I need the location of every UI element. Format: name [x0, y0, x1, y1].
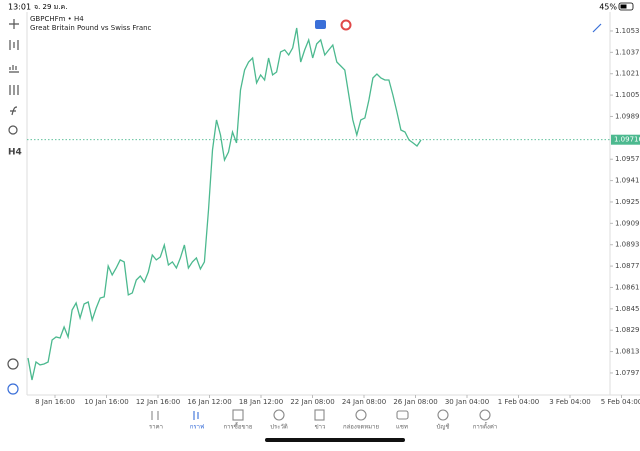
- timeframe[interactable]: H4: [8, 148, 22, 158]
- nav-icon[interactable]: [232, 409, 244, 421]
- nav-icon[interactable]: [314, 409, 325, 421]
- nav-icon[interactable]: [193, 411, 199, 420]
- nav-label[interactable]: แชท: [396, 424, 408, 431]
- price-label: 1.08130: [615, 348, 640, 356]
- current-price-label: 1.09716: [614, 136, 640, 144]
- crosshair-tool[interactable]: [9, 19, 19, 29]
- battery-icon: [618, 2, 634, 11]
- battery-level: [620, 4, 627, 9]
- currency-icon[interactable]: [340, 19, 352, 31]
- nav-icon[interactable]: [273, 409, 285, 421]
- nav-label[interactable]: บัญชี: [437, 423, 450, 431]
- time-label: 5 Feb 04:00: [601, 398, 640, 406]
- time-label: 24 Jan 08:00: [342, 398, 386, 406]
- price-label: 1.08450: [615, 305, 640, 313]
- price-label: 1.08770: [615, 262, 640, 270]
- time-label: 12 Jan 16:00: [136, 398, 180, 406]
- bottom-nav-icons: [151, 409, 491, 421]
- nav-label[interactable]: การตั้งค่า: [473, 421, 497, 431]
- nav-icon[interactable]: [355, 409, 367, 421]
- price-label: 1.09890: [615, 112, 640, 120]
- chart-description: Great Britain Pound vs Swiss Franc: [30, 24, 152, 32]
- time-label: 8 Jan 16:00: [35, 398, 75, 406]
- draw-tool-icon[interactable]: [592, 23, 602, 33]
- candle-tool[interactable]: [9, 40, 19, 50]
- time-label: 10 Jan 16:00: [84, 398, 128, 406]
- status-time: 13:01: [8, 3, 31, 12]
- chart-symbol: GBPCHFm • H4: [30, 15, 84, 23]
- battery-text: 45%: [599, 3, 617, 12]
- left-toolbar: [7, 19, 19, 395]
- price-label: 1.10210: [615, 70, 640, 78]
- indicator-tool[interactable]: [9, 65, 19, 73]
- current-price-box: [611, 134, 640, 145]
- nav-icon[interactable]: [151, 411, 159, 420]
- status-date: จ. 29 ม.ค.: [34, 3, 67, 11]
- flag-icon[interactable]: [315, 20, 326, 29]
- time-label: 1 Feb 04:00: [498, 398, 539, 406]
- price-label: 1.09570: [615, 155, 640, 163]
- nav-label[interactable]: ประวัติ: [270, 424, 288, 431]
- price-label: 1.08610: [615, 283, 640, 291]
- nav-icon[interactable]: [396, 410, 409, 420]
- price-label: 1.08930: [615, 241, 640, 249]
- nav-label[interactable]: ราคา: [149, 424, 163, 431]
- function-tool[interactable]: [10, 106, 18, 116]
- time-label: 3 Feb 04:00: [549, 398, 590, 406]
- price-label: 1.10530: [615, 27, 640, 35]
- nav-icon[interactable]: [437, 409, 449, 421]
- nav-label[interactable]: ข่าว: [315, 424, 326, 431]
- home-indicator: [265, 438, 405, 442]
- price-label: 1.10050: [615, 91, 640, 99]
- price-label: 1.10370: [615, 48, 640, 56]
- price-label: 1.09090: [615, 219, 640, 227]
- history-tool[interactable]: [7, 358, 19, 370]
- time-label: 18 Jan 12:00: [239, 398, 283, 406]
- time-label: 16 Jan 12:00: [187, 398, 231, 406]
- time-label: 26 Jan 08:00: [393, 398, 437, 406]
- objects-tool[interactable]: [8, 125, 18, 135]
- trade-tool[interactable]: [7, 383, 19, 395]
- nav-label[interactable]: กล่องจดหมาย: [343, 424, 379, 431]
- nav-label[interactable]: การซื้อขาย: [224, 421, 253, 431]
- price-label: 1.09250: [615, 198, 640, 206]
- price-label: 1.09410: [615, 177, 640, 185]
- time-label: 30 Jan 04:00: [445, 398, 489, 406]
- settings-tool[interactable]: [9, 85, 19, 95]
- nav-icon[interactable]: [479, 409, 491, 421]
- price-line: [27, 27, 422, 381]
- price-label: 1.08290: [615, 326, 640, 334]
- price-label: 1.07970: [615, 369, 640, 377]
- time-label: 22 Jan 08:00: [290, 398, 334, 406]
- nav-label[interactable]: กราฟ: [190, 424, 204, 431]
